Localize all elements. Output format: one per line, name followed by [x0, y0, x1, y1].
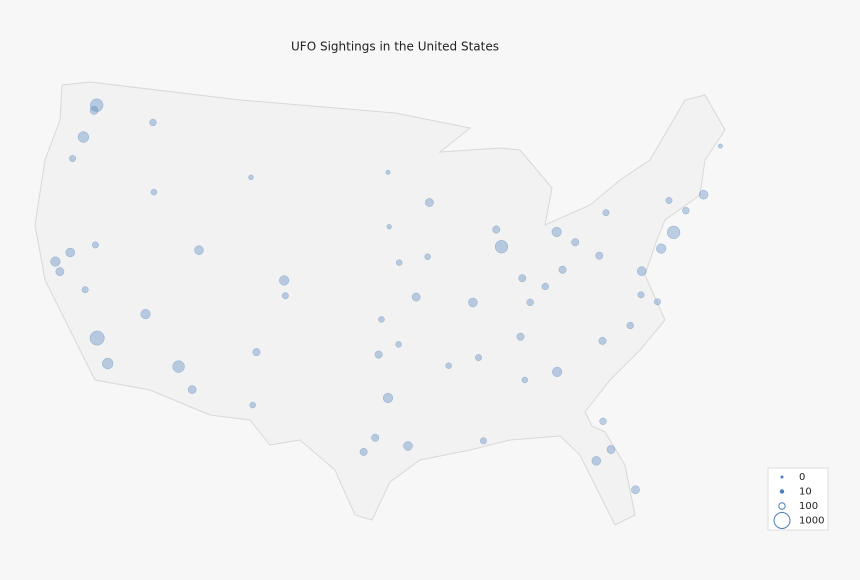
- sighting-point: [89, 105, 99, 115]
- legend-label: 10: [799, 487, 812, 498]
- sighting-point: [385, 169, 391, 175]
- sighting-point: [149, 118, 157, 127]
- sighting-point: [50, 256, 61, 267]
- sighting-point: [424, 253, 431, 260]
- sighting-point: [65, 247, 75, 258]
- sighting-point: [606, 445, 616, 454]
- sighting-point: [150, 188, 158, 196]
- sighting-point: [281, 292, 289, 300]
- legend-marker: [780, 475, 784, 479]
- sighting-point: [698, 189, 709, 200]
- sighting-point: [81, 286, 89, 294]
- sighting-point: [187, 385, 197, 394]
- sighting-point: [89, 330, 105, 346]
- sighting-point: [626, 321, 634, 330]
- sighting-point: [252, 348, 261, 357]
- sighting-point: [395, 341, 402, 348]
- sighting-point: [359, 447, 368, 456]
- sighting-point: [102, 357, 114, 370]
- sighting-point: [631, 485, 640, 495]
- sighting-point: [90, 98, 104, 112]
- sighting-point: [665, 197, 673, 204]
- sighting-point: [521, 376, 529, 384]
- us-outline: [34, 81, 726, 526]
- sighting-point: [172, 360, 185, 373]
- legend-marker: [779, 489, 785, 494]
- sighting-point: [371, 433, 380, 442]
- sighting-point: [411, 292, 421, 302]
- sighting-point: [637, 291, 645, 299]
- sighting-point: [717, 143, 723, 149]
- legend-marker: [778, 502, 786, 510]
- sighting-point: [468, 297, 478, 308]
- sighting-point: [526, 298, 534, 307]
- sighting-point: [595, 251, 604, 260]
- sighting-point: [666, 225, 681, 240]
- chart-title: UFO Sightings in the United States: [291, 40, 499, 54]
- sighting-point: [492, 225, 501, 234]
- sighting-point: [403, 441, 413, 451]
- sighting-point: [248, 174, 254, 180]
- sighting-point: [656, 243, 667, 254]
- sighting-point: [378, 316, 385, 323]
- sighting-point: [682, 207, 690, 215]
- sighting-point: [591, 456, 602, 466]
- points: [50, 98, 723, 495]
- sighting-point: [654, 298, 661, 306]
- legend: 0 10 100 1000: [767, 467, 829, 531]
- sighting-point: [69, 155, 77, 162]
- sighting-point: [558, 265, 567, 274]
- sighting-point: [374, 350, 383, 359]
- sighting-point: [599, 417, 607, 425]
- sighting-point: [425, 198, 434, 207]
- sighting-point: [602, 209, 610, 217]
- sighting-point: [551, 226, 562, 237]
- sighting-point: [494, 240, 509, 254]
- sighting-point: [395, 259, 403, 266]
- sighting-point: [541, 282, 549, 291]
- sighting-point: [552, 366, 563, 377]
- sighting-point: [516, 332, 525, 341]
- sighting-point: [77, 131, 90, 143]
- sighting-point: [480, 437, 487, 445]
- sighting-point: [571, 238, 580, 247]
- sighting-point: [140, 308, 151, 320]
- sighting-point: [55, 267, 65, 277]
- sighting-point: [382, 392, 394, 404]
- legend-label: 0: [799, 472, 805, 483]
- legend-label: 100: [799, 501, 818, 512]
- sighting-point: [445, 362, 452, 369]
- sighting-point: [279, 275, 290, 286]
- legend-box: [767, 467, 829, 531]
- sighting-point: [637, 266, 647, 276]
- sighting-point: [475, 354, 483, 361]
- sighting-point: [598, 336, 607, 345]
- legend-label: 1000: [799, 516, 824, 527]
- sighting-point: [386, 224, 392, 230]
- sighting-point: [518, 274, 527, 283]
- sighting-point: [194, 245, 204, 255]
- legend-marker: [773, 512, 791, 529]
- sighting-point: [249, 401, 256, 409]
- sighting-point: [91, 241, 99, 249]
